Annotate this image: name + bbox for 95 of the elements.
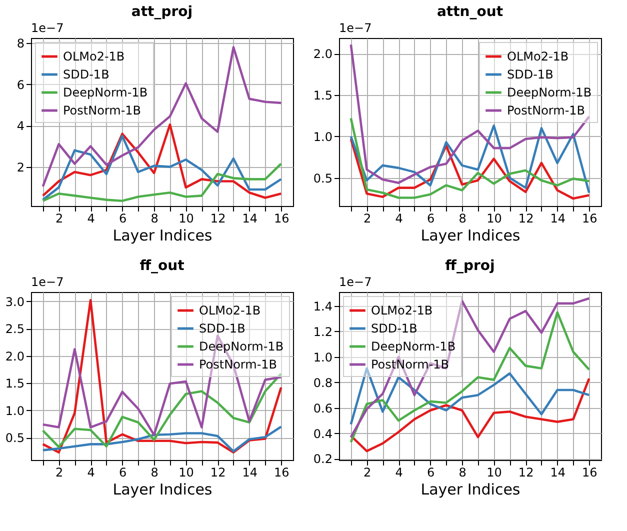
y-tick-label: 4 (16, 119, 24, 134)
y-tick-label: 0.4 (313, 426, 332, 441)
legend-label: DeepNorm-1B (63, 86, 148, 100)
y-tick-label: 0.5 (5, 431, 24, 446)
line-series (42, 426, 282, 452)
y-tick-label: 1.4 (313, 300, 332, 314)
x-axis-title: Layer Indices (420, 480, 520, 498)
line-series (42, 334, 282, 436)
legend-label: SDD-1B (371, 322, 418, 336)
y-tick-label: 2 (16, 160, 24, 174)
x-tick-label: 10 (178, 212, 194, 226)
text: 1e−7 (339, 21, 372, 35)
line-series (42, 299, 282, 454)
x-tick-label: 4 (87, 466, 95, 480)
y-tick-label: 1.0 (313, 130, 332, 144)
y-tick-label: 0.5 (313, 171, 332, 186)
y-tick-label: 0.8 (313, 376, 332, 390)
y-tick-label: 2.5 (5, 322, 24, 336)
x-tick-label: 10 (486, 212, 502, 226)
x-tick-label: 14 (550, 212, 566, 226)
x-tick-label: 4 (87, 212, 95, 226)
x-tick-label: 4 (395, 212, 403, 226)
legend-label: SDD-1B (507, 68, 554, 82)
y-tick-label: 1.5 (313, 88, 332, 103)
line-series (42, 46, 282, 188)
y-tick-label: 3.0 (5, 294, 24, 309)
x-tick-label: 8 (458, 466, 466, 480)
y-tick-label: 1.5 (5, 376, 24, 391)
x-tick-label: 16 (582, 466, 598, 480)
x-tick-label: 6 (426, 466, 435, 480)
line-series (350, 138, 590, 200)
y-tick-label: 1.0 (313, 350, 332, 364)
text: 1e−7 (31, 21, 64, 35)
x-tick-label: 14 (242, 466, 258, 480)
x-tick-label: 12 (210, 212, 226, 226)
x-tick-label: 6 (426, 212, 435, 226)
legend-label: PostNorm-1B (199, 358, 278, 372)
y-tick-label: 2.0 (5, 349, 24, 364)
y-tick-label: 2.0 (313, 47, 332, 62)
x-tick-label: 2 (55, 466, 64, 480)
chart-title: ff_out (140, 258, 185, 274)
legend-label: OLMo2-1B (199, 304, 261, 318)
y-tick-label: 6 (16, 78, 24, 92)
chart-title: attn_out (436, 4, 504, 20)
legend-label: PostNorm-1B (507, 104, 586, 118)
line-series (350, 124, 590, 194)
x-tick-label: 12 (518, 466, 534, 480)
legend-label: DeepNorm-1B (507, 86, 592, 100)
x-tick-label: 14 (242, 212, 258, 226)
line-series (42, 123, 282, 199)
x-tick-label: 8 (458, 212, 466, 226)
line-series (42, 134, 282, 201)
legend-label: OLMo2-1B (507, 50, 569, 64)
line-series (42, 372, 282, 448)
legend-label: PostNorm-1B (371, 358, 450, 372)
text: 1e−7 (339, 275, 372, 289)
x-tick-label: 16 (582, 212, 598, 226)
x-tick-label: 6 (118, 466, 127, 480)
line-series (350, 367, 590, 426)
legend-label: DeepNorm-1B (199, 340, 284, 354)
x-tick-label: 10 (486, 466, 502, 480)
chart-title: att_proj (131, 4, 193, 20)
x-axis-title: Layer Indices (112, 480, 212, 498)
x-axis-title: Layer Indices (420, 226, 520, 244)
line-series (350, 377, 590, 452)
x-tick-label: 2 (55, 212, 64, 226)
chart-title: ff_proj (445, 258, 495, 274)
legend-label: SDD-1B (199, 322, 246, 336)
legend-label: DeepNorm-1B (371, 340, 456, 354)
x-tick-label: 16 (274, 212, 290, 226)
y-tick-label: 0.6 (313, 401, 332, 416)
x-tick-label: 4 (395, 466, 403, 480)
legend-label: OLMo2-1B (371, 304, 433, 318)
x-tick-label: 6 (118, 212, 127, 226)
line-series (350, 43, 590, 184)
x-tick-label: 8 (150, 466, 158, 480)
x-tick-label: 8 (150, 212, 158, 226)
legend-label: PostNorm-1B (63, 104, 142, 118)
text: 1e−7 (31, 275, 64, 289)
legend-label: SDD-1B (63, 68, 110, 82)
x-tick-label: 2 (363, 212, 372, 226)
legend-label: OLMo2-1B (63, 50, 125, 64)
x-tick-label: 12 (210, 466, 226, 480)
x-tick-label: 12 (518, 212, 534, 226)
x-tick-label: 2 (363, 466, 372, 480)
y-tick-label: 1.2 (313, 324, 332, 339)
line-series (350, 117, 590, 199)
y-tick-label: 8 (16, 36, 24, 51)
x-tick-label: 14 (550, 466, 566, 480)
y-tick-label: 1.0 (5, 404, 24, 418)
x-tick-label: 10 (178, 466, 194, 480)
x-tick-label: 16 (274, 466, 290, 480)
x-axis-title: Layer Indices (112, 226, 212, 244)
y-tick-label: 0.2 (313, 452, 332, 466)
line-series (42, 162, 282, 202)
